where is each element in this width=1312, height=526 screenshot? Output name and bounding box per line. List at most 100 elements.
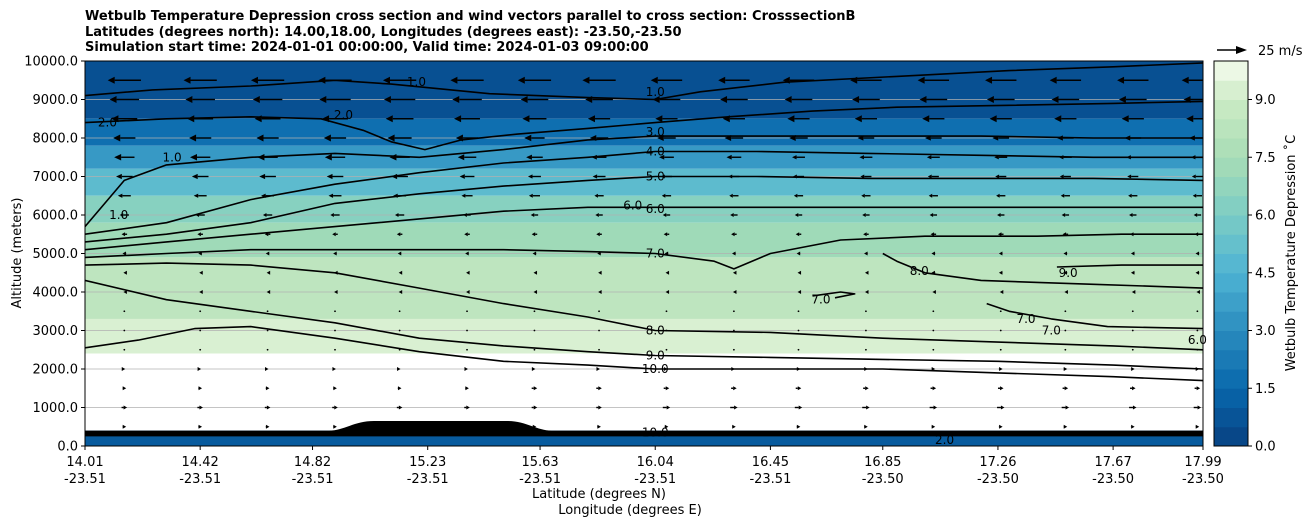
wind-vector <box>107 76 141 84</box>
contour-label-18: 7.0 <box>1016 312 1035 326</box>
wind-vector <box>1121 115 1144 123</box>
contour-line-8 <box>85 279 1203 370</box>
chart-title: Wetbulb Temperature Depression cross sec… <box>85 9 855 56</box>
wind-vector <box>589 135 609 141</box>
wind-vector <box>397 251 402 256</box>
contour-label-4: 1.0 <box>109 208 128 222</box>
wind-vector <box>396 232 403 237</box>
wind-vector <box>464 232 470 237</box>
contour-line-3 <box>85 150 1203 235</box>
contour-label-15: 7.0 <box>811 293 830 307</box>
wind-vector <box>264 405 271 410</box>
wind-vector <box>199 329 202 332</box>
wind-vector <box>394 213 405 217</box>
wind-vector <box>398 290 403 294</box>
colorbar-frame <box>1213 60 1249 447</box>
wind-vector <box>731 367 735 371</box>
wind-vector <box>927 174 939 179</box>
wind-vector <box>724 135 744 141</box>
colorbar-tick-label-1: 1.5 <box>1255 382 1276 397</box>
x-tick-label-lat-8: 17.26 <box>979 455 1016 470</box>
wind-vector <box>594 193 604 198</box>
wind-vector <box>397 386 402 391</box>
wind-vector <box>393 193 407 198</box>
wind-vector <box>665 270 670 275</box>
colorbar-tick-label-2: 3.0 <box>1255 324 1276 339</box>
wind-vector <box>533 329 536 332</box>
wind-vector <box>199 310 202 313</box>
wind-vector <box>531 386 538 391</box>
wind-vector <box>796 424 801 429</box>
wind-vector <box>930 386 937 391</box>
wind-vector <box>465 424 469 429</box>
wind-vector <box>1195 367 1200 371</box>
contour-line-9 <box>85 325 1203 382</box>
wind-vector <box>598 348 600 351</box>
wind-vector <box>665 329 668 332</box>
wind-vector <box>852 96 880 103</box>
wind-vector <box>1130 232 1136 237</box>
wind-vector <box>252 96 283 103</box>
contour-label-17: 9.0 <box>1059 266 1078 280</box>
wind-vector <box>865 329 867 332</box>
colorbar-segment <box>1214 80 1248 100</box>
wind-vector <box>732 348 735 351</box>
x-tick-label-lat-10: 17.99 <box>1184 455 1221 470</box>
wind-vector <box>792 174 805 179</box>
wind-vector <box>598 310 600 313</box>
contour-label-1: 2.0 <box>98 116 117 130</box>
colorbar-tick-label-3: 4.5 <box>1255 266 1276 281</box>
colorbar-segment <box>1214 138 1248 158</box>
wind-vector <box>1196 348 1199 351</box>
wind-vector <box>123 348 126 351</box>
wind-vector <box>929 213 938 217</box>
wind-vector <box>797 270 802 275</box>
wind-vector <box>665 310 668 313</box>
wind-vector <box>999 348 1002 351</box>
wind-vector <box>720 96 748 103</box>
wind-vector <box>382 76 417 84</box>
wind-vector <box>466 290 470 294</box>
wind-vector <box>732 270 737 275</box>
wind-vector <box>598 290 602 294</box>
wind-vector <box>1131 348 1134 351</box>
wind-vector <box>930 232 937 237</box>
wind-vector <box>121 367 126 371</box>
contour-line-10 <box>882 252 1203 289</box>
wind-vector <box>199 348 202 351</box>
wind-vector <box>997 386 1004 391</box>
contour-lines <box>85 62 1203 382</box>
wind-vector <box>929 405 938 410</box>
wind-vector <box>995 174 1007 179</box>
x-tick-label-lon-8: -23.50 <box>977 472 1019 487</box>
wind-vector <box>114 153 135 161</box>
wind-vector <box>1118 96 1147 103</box>
wind-vector <box>998 270 1003 275</box>
colorbar-tick-label-5: 7.5 <box>1255 151 1276 166</box>
wind-vector <box>398 348 401 351</box>
y-tick-label-10: 10000.0 <box>24 55 78 70</box>
wind-vector <box>198 386 203 391</box>
wind-vector <box>123 310 126 313</box>
wind-vector <box>527 174 541 179</box>
wind-vector <box>861 193 871 198</box>
wind-vector <box>986 96 1015 103</box>
wind-vector <box>859 155 873 160</box>
wind-vector <box>926 155 940 160</box>
shading-band-3 <box>85 168 1203 196</box>
wind-vector <box>116 173 133 180</box>
wind-vector <box>532 424 537 429</box>
wind-vector <box>1057 135 1074 141</box>
colorbar-segment <box>1214 407 1248 428</box>
x-tick-label-lon-5: -23.51 <box>634 472 676 487</box>
wind-vector <box>524 134 545 142</box>
wind-vector <box>595 213 603 217</box>
wind-vector <box>796 367 801 371</box>
colorbar-tick-label-6: 9.0 <box>1255 93 1276 108</box>
contour-line-0 <box>85 62 1203 101</box>
wind-vector <box>862 405 870 410</box>
wind-vector <box>121 405 128 410</box>
contour-label-6: 3.0 <box>646 125 665 139</box>
wind-vector <box>1129 405 1137 410</box>
